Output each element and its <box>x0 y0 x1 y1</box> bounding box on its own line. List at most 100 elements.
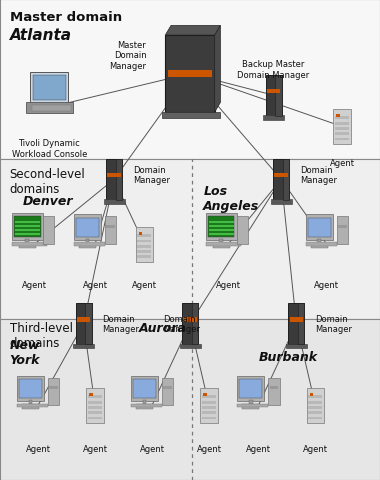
Text: New
York: New York <box>10 338 40 366</box>
Bar <box>202 417 216 420</box>
Text: Agent: Agent <box>82 281 108 290</box>
Bar <box>30 73 68 104</box>
Text: Agent: Agent <box>246 444 271 453</box>
Bar <box>138 256 151 259</box>
Bar <box>76 304 92 345</box>
Text: Agent: Agent <box>25 444 51 453</box>
Bar <box>335 122 349 125</box>
Text: Agent: Agent <box>329 158 355 168</box>
Text: Atlanta: Atlanta <box>10 28 71 43</box>
Bar <box>88 401 102 404</box>
Bar <box>74 243 105 247</box>
Bar <box>105 217 116 245</box>
Bar <box>15 229 40 231</box>
Bar <box>298 304 304 345</box>
Text: Agent: Agent <box>196 444 222 453</box>
Text: Domain
Manager: Domain Manager <box>315 314 352 334</box>
Bar <box>267 90 280 94</box>
Bar <box>79 244 96 249</box>
Bar <box>87 388 103 423</box>
Bar <box>165 36 215 113</box>
Bar <box>15 233 40 235</box>
Polygon shape <box>215 26 220 113</box>
Bar <box>138 245 151 248</box>
Text: Master domain: Master domain <box>10 11 122 24</box>
Bar <box>162 112 220 119</box>
Bar <box>283 160 289 201</box>
Text: Master
Domain
Manager: Master Domain Manager <box>109 41 146 71</box>
Bar <box>77 318 90 322</box>
Bar <box>263 116 284 120</box>
Bar <box>107 174 121 178</box>
Polygon shape <box>165 26 220 36</box>
Bar <box>19 379 42 398</box>
Bar <box>237 376 264 401</box>
Text: Domain
Manager: Domain Manager <box>163 314 200 334</box>
Bar <box>0 160 380 319</box>
Bar <box>25 239 29 245</box>
Bar <box>237 217 248 245</box>
Bar <box>0 0 380 160</box>
Bar <box>138 235 151 238</box>
Bar <box>337 217 348 245</box>
Bar <box>335 117 349 120</box>
Text: Agent: Agent <box>22 281 47 290</box>
Text: Domain
Manager: Domain Manager <box>103 314 139 334</box>
Bar <box>237 404 268 408</box>
Bar <box>306 243 337 247</box>
Bar <box>202 396 216 398</box>
Bar <box>163 386 172 389</box>
Text: Agent: Agent <box>215 281 241 290</box>
Bar <box>131 376 158 401</box>
Bar <box>26 103 73 114</box>
Bar <box>12 214 43 240</box>
Bar <box>33 76 66 101</box>
Bar <box>288 304 304 345</box>
Bar <box>209 229 234 231</box>
Bar <box>268 378 280 406</box>
Bar <box>15 222 40 224</box>
Bar <box>106 160 122 201</box>
Bar <box>306 215 333 240</box>
Text: Los
Angeles: Los Angeles <box>203 185 260 213</box>
Bar <box>85 304 92 345</box>
Text: Second-level
domains: Second-level domains <box>10 168 85 196</box>
Bar <box>309 401 322 404</box>
Bar <box>116 160 122 201</box>
Bar <box>17 404 48 408</box>
Bar <box>168 71 212 78</box>
Text: Burbank: Burbank <box>258 350 318 363</box>
Text: Denver: Denver <box>23 194 73 207</box>
Bar <box>270 386 278 389</box>
Bar <box>202 406 216 409</box>
Bar <box>271 200 292 204</box>
Bar <box>309 396 322 398</box>
Bar <box>180 344 201 348</box>
Bar <box>136 228 153 262</box>
Bar <box>162 378 173 406</box>
Bar <box>17 376 44 401</box>
Bar <box>239 379 262 398</box>
Bar <box>310 393 313 396</box>
Bar <box>202 401 216 404</box>
Bar <box>308 218 331 237</box>
Bar <box>335 138 349 141</box>
Text: Agent: Agent <box>82 444 108 453</box>
Bar <box>338 225 347 228</box>
Bar <box>182 304 198 345</box>
Bar <box>138 240 151 243</box>
Bar <box>242 405 259 409</box>
Text: Aurora: Aurora <box>139 322 187 335</box>
Text: Agent: Agent <box>132 281 157 290</box>
Bar <box>88 406 102 409</box>
Text: Domain
Manager: Domain Manager <box>133 166 170 185</box>
Bar <box>73 344 94 348</box>
Text: Backup Master
Domain Manager: Backup Master Domain Manager <box>238 60 310 79</box>
Bar <box>15 226 40 228</box>
Bar <box>0 319 380 480</box>
Bar <box>106 225 115 228</box>
Bar <box>311 244 328 249</box>
Bar <box>309 406 322 409</box>
Text: Agent: Agent <box>139 444 165 453</box>
Bar <box>273 160 289 201</box>
